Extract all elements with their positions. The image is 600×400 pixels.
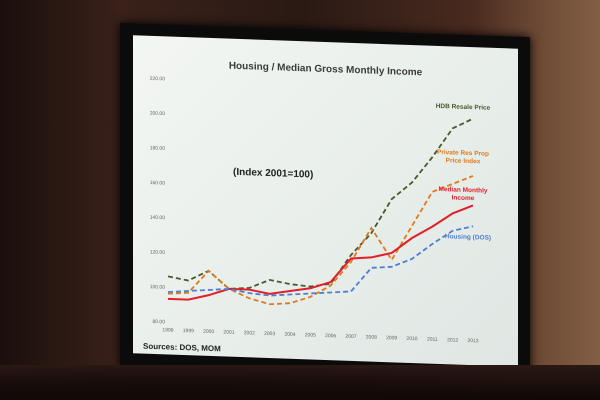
series-line <box>167 117 474 290</box>
line-chart: 80.00 100.00 120.00 140.00 160.00 180.00 200.0… <box>150 76 491 344</box>
series-label: Housing (DOS) <box>445 233 491 242</box>
x-tick-label: 2004 <box>284 332 295 338</box>
audience-silhouettes <box>0 365 600 400</box>
x-tick-label: 2007 <box>345 334 356 340</box>
x-tick-label: 2005 <box>305 332 316 338</box>
x-tick-label: 2012 <box>447 337 458 343</box>
y-tick-label: 180.00 <box>150 145 166 152</box>
x-tick-label: 2013 <box>467 338 478 344</box>
x-tick-label: 1999 <box>183 328 194 334</box>
x-tick-label: 2008 <box>366 334 377 340</box>
y-tick-label: 120.00 <box>150 249 166 256</box>
x-tick-label: 2002 <box>244 330 255 336</box>
series-label: Private Res PropPrice Index <box>437 149 489 166</box>
x-tick-label: 2006 <box>325 333 336 339</box>
x-tick-label: 2001 <box>223 329 234 335</box>
series-label: Median MonthlyIncome <box>438 186 487 203</box>
series-label: HDB Resale Price <box>436 103 491 112</box>
x-tick-label: 1998 <box>162 327 173 333</box>
x-tick-label: 2003 <box>264 331 275 337</box>
x-tick-label: 2011 <box>427 337 438 343</box>
series-line <box>168 204 474 301</box>
x-tick-label: 2010 <box>406 336 417 342</box>
y-tick-label: 220.00 <box>150 76 166 83</box>
y-tick-label: 100.00 <box>150 284 166 291</box>
x-tick-label: 2000 <box>203 329 214 335</box>
y-tick-label: 140.00 <box>150 215 166 222</box>
series-line <box>167 225 474 297</box>
series-line <box>167 175 474 306</box>
y-tick-label: 160.00 <box>150 180 166 187</box>
y-tick-label: 80.00 <box>152 319 165 325</box>
y-tick-label: 200.00 <box>150 111 166 118</box>
presentation-slide: Housing / Median Gross Monthly Income (I… <box>133 35 518 367</box>
x-tick-label: 2009 <box>386 335 397 341</box>
